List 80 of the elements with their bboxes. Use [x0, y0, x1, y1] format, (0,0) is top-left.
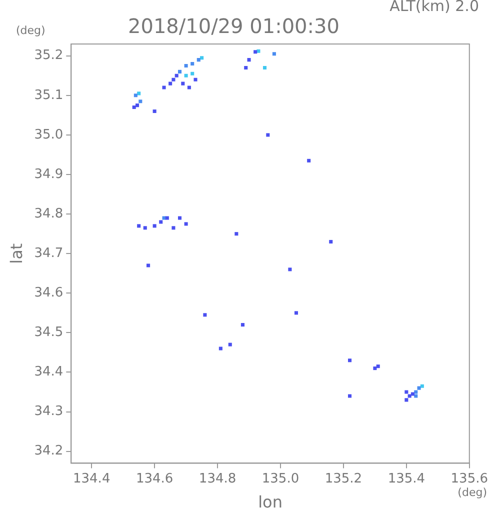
- point: [187, 86, 191, 90]
- point: [174, 74, 178, 78]
- point: [172, 78, 176, 82]
- point: [408, 394, 412, 398]
- x-tick-label: 135.2: [324, 471, 362, 486]
- point: [165, 216, 169, 220]
- point: [172, 226, 176, 230]
- x-tick-label: 135.6: [450, 471, 488, 486]
- x-tick-label: 134.6: [136, 471, 174, 486]
- point: [184, 74, 188, 78]
- y-tick-label: 34.4: [34, 364, 64, 380]
- point: [137, 224, 141, 228]
- point: [134, 94, 138, 98]
- y-tick-label: 34.2: [34, 444, 64, 459]
- x-tick-label: 135.0: [262, 471, 300, 486]
- point: [410, 392, 414, 396]
- point: [184, 64, 188, 68]
- point: [234, 232, 238, 236]
- point: [184, 222, 188, 226]
- y-tick-label: 34.9: [34, 166, 64, 182]
- point: [329, 240, 333, 244]
- point: [376, 364, 380, 368]
- point: [152, 109, 156, 113]
- point: [138, 100, 142, 104]
- point: [137, 92, 141, 96]
- point: [190, 62, 194, 66]
- text: (deg): [16, 24, 46, 37]
- point: [272, 52, 276, 56]
- chart-title: 2018/10/29 01:00:30: [128, 14, 340, 38]
- point: [132, 106, 136, 110]
- point: [146, 264, 150, 268]
- point: [162, 216, 166, 220]
- point: [178, 70, 182, 74]
- y-tick-label: 34.7: [34, 246, 64, 261]
- x-tick-label: 134.4: [73, 471, 110, 486]
- y-tick-label: 34.6: [34, 286, 64, 301]
- point: [218, 346, 222, 350]
- x-tick-label: 135.4: [388, 471, 426, 486]
- point: [162, 86, 166, 90]
- point: [143, 226, 147, 230]
- point: [159, 220, 163, 224]
- x-tick-label: 134.8: [198, 471, 236, 486]
- y-tick-label: 35.2: [34, 48, 64, 64]
- point: [190, 72, 194, 76]
- point: [228, 342, 232, 346]
- point: [404, 390, 408, 394]
- point: [181, 82, 185, 86]
- point: [240, 323, 244, 327]
- point: [294, 311, 298, 315]
- point: [266, 133, 270, 137]
- point: [194, 78, 198, 82]
- point: [200, 56, 204, 60]
- y-tick-label: 35.1: [34, 88, 64, 103]
- point: [404, 398, 408, 402]
- y-tick-label: 34.3: [34, 404, 64, 420]
- point: [196, 58, 200, 62]
- point: [244, 66, 248, 70]
- y-tick-label: 34.8: [34, 206, 64, 222]
- text: (deg): [458, 486, 487, 499]
- point: [417, 386, 421, 390]
- point: [414, 390, 418, 394]
- y-axis-title: lat: [6, 243, 26, 264]
- point: [135, 104, 140, 108]
- point: [420, 384, 424, 388]
- y-tick-label: 34.5: [34, 325, 64, 340]
- y-tick-label: 35.0: [34, 127, 64, 142]
- point: [168, 82, 172, 86]
- point: [307, 158, 311, 162]
- point: [247, 58, 251, 62]
- point: [254, 50, 258, 54]
- point: [348, 394, 352, 398]
- point: [152, 224, 156, 228]
- point: [178, 216, 182, 220]
- point: [203, 313, 207, 317]
- point: [414, 394, 418, 398]
- point: [262, 66, 267, 70]
- point: [288, 268, 292, 272]
- point: [348, 358, 352, 362]
- x-axis-title: lon: [258, 492, 282, 512]
- point: [373, 366, 377, 370]
